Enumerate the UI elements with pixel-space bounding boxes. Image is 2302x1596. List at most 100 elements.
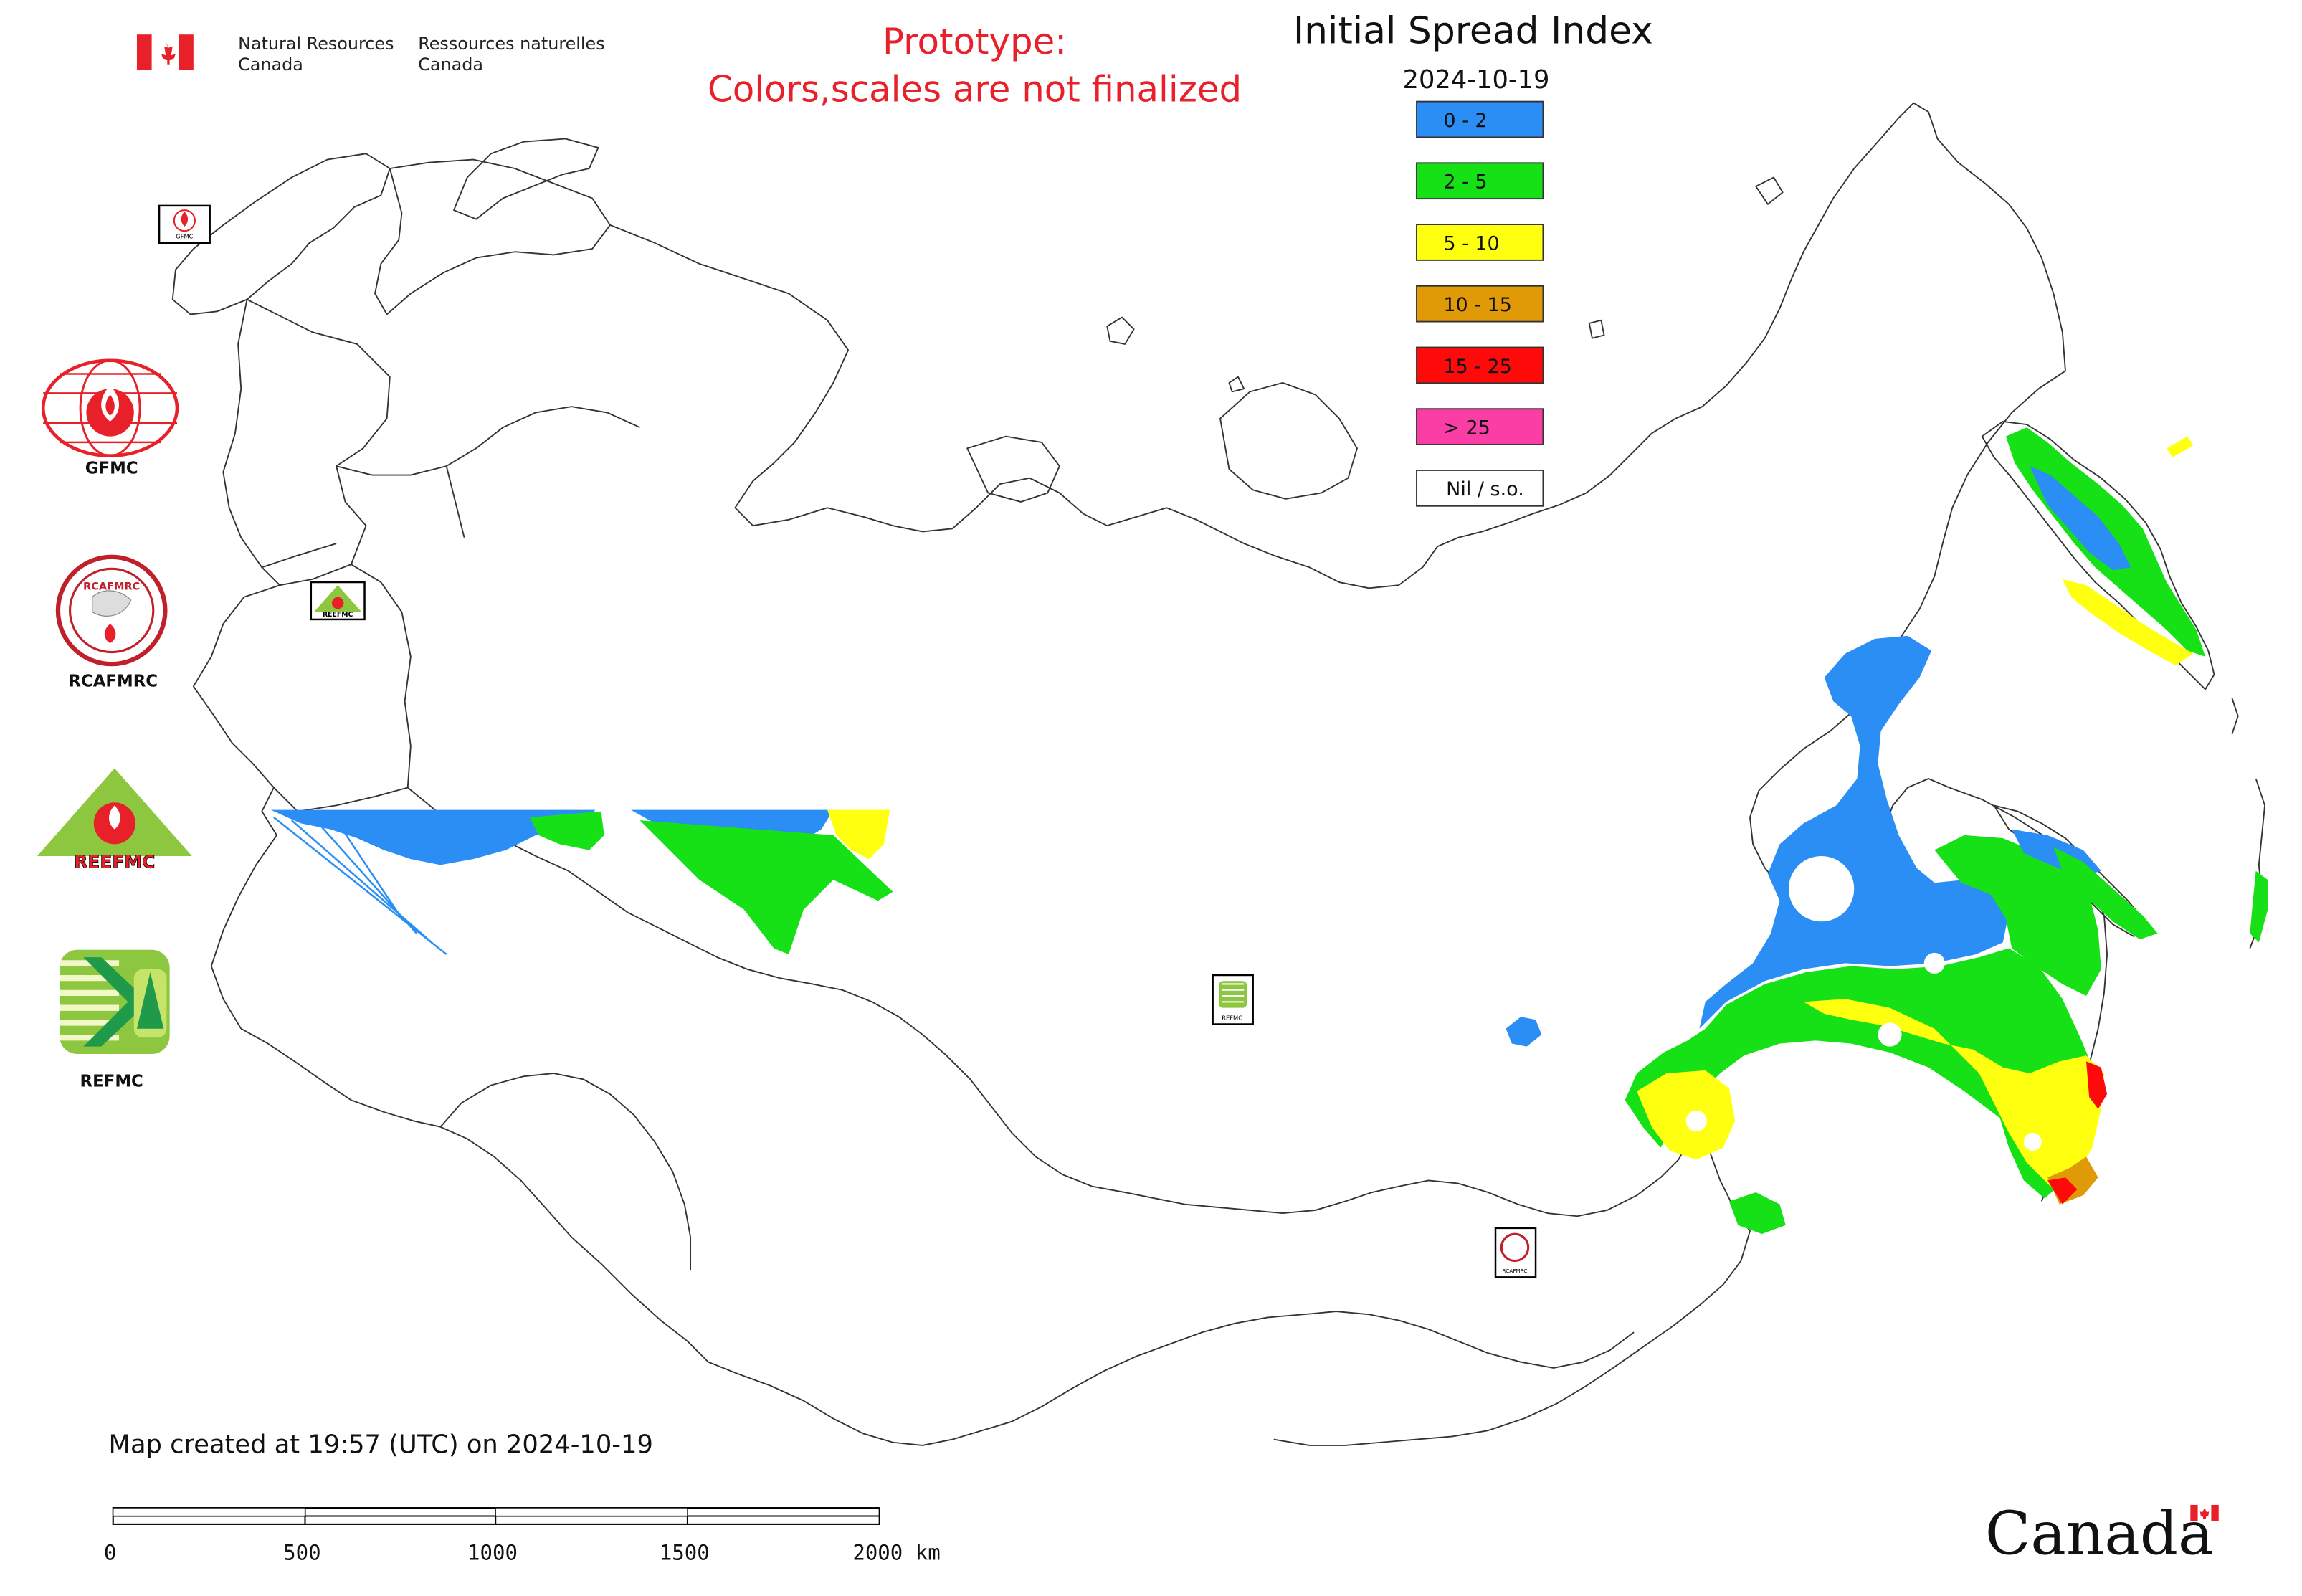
marker-refmc-tag: REFMC <box>1222 1014 1242 1021</box>
west-strip-blue <box>270 809 596 865</box>
prototype-notice-line2: Colors,scales are not finalized <box>708 69 1242 110</box>
marker-rcafmrc-tag: RCAFMRC <box>1503 1268 1528 1274</box>
legend-swatch <box>1416 224 1544 261</box>
taymyr-outline <box>1219 381 1358 500</box>
map-title: Initial Spread Index <box>1293 10 1653 53</box>
gfmc-logo: GFMC <box>41 358 179 478</box>
mongolia-south-outline <box>1012 1311 1635 1422</box>
scale-tick-1000: 1000 <box>467 1541 518 1565</box>
prototype-notice-line1: Prototype: <box>883 21 1067 62</box>
mid-strip-green <box>639 820 893 954</box>
china-north-outline <box>1273 1117 1751 1446</box>
legend-swatch <box>1416 346 1544 384</box>
legend-swatch <box>1416 162 1544 200</box>
scale-tick-2000: 2000 km <box>852 1541 940 1565</box>
nodata-spot <box>1923 952 1945 974</box>
sakhalin-green <box>2053 847 2158 940</box>
legend-label: > 25 <box>1443 417 1490 440</box>
baltic-outline <box>222 299 280 586</box>
ukraine-outline <box>273 564 412 812</box>
country-outlines <box>171 102 2266 1446</box>
map-marker-refmc: REFMC <box>1212 974 1254 1025</box>
wordmark-flag-icon <box>2190 1504 2219 1521</box>
nrcan-fr-line2: Canada <box>418 54 483 75</box>
legend-label: 0 - 2 <box>1443 110 1487 132</box>
arctic-islands <box>1106 176 1784 393</box>
canada-wordmark-text: Canada <box>1985 1498 2214 1568</box>
nrcan-en-line1: Natural Resources <box>238 34 394 54</box>
yakutia-blue <box>1699 635 2010 1029</box>
gfmc-label: GFMC <box>85 460 138 478</box>
legend: 0 - 2 2 - 5 5 - 10 10 - 15 15 - 25 > 25 Nil / … <box>1416 100 1544 507</box>
rcafmrc-logo: RCAFMRC RCAFMRC <box>55 554 168 690</box>
map-created-note: Map created at 19:57 (UTC) on 2024-10-19 <box>109 1430 653 1459</box>
legend-label: 10 - 15 <box>1443 294 1512 316</box>
refmc-sigma-icon <box>60 949 170 1055</box>
west-strip-green <box>529 811 604 850</box>
amur-green <box>1934 835 2101 997</box>
marker-gfmc-tag: GFMC <box>176 233 193 240</box>
map-date: 2024-10-19 <box>1403 65 1550 95</box>
nodata-spot <box>1788 855 1855 922</box>
nrcan-signature: Natural Resources Canada Ressources natu… <box>136 34 605 75</box>
west-strip-stripes <box>273 817 447 955</box>
legend-label: 15 - 25 <box>1443 356 1512 378</box>
legend-swatch <box>1416 470 1544 507</box>
western-russia-outline <box>192 298 391 1030</box>
mid-strip-yellow <box>827 809 890 860</box>
nodata-spot <box>2023 1133 2042 1151</box>
kuril-green <box>2250 870 2268 943</box>
yamal-outline <box>966 435 1060 503</box>
kamchatka-yellow <box>2062 579 2194 666</box>
lake-baikal-yellow <box>1637 1070 1736 1160</box>
nrcan-fr-line1: Ressources naturelles <box>418 34 604 54</box>
map-marker-reefmc: REEFMC <box>310 581 366 621</box>
reefmc-wordmark: REEFMC <box>74 852 155 873</box>
canada-flag-icon <box>136 34 194 71</box>
map-marker-gfmc: GFMC <box>158 204 211 244</box>
legend-swatch <box>1416 100 1544 138</box>
primorye-red <box>2047 1177 2078 1205</box>
refmc-label: REFMC <box>80 1073 143 1091</box>
gfmc-flame-globe-icon <box>41 358 179 457</box>
okhotsk-green-band <box>1625 948 2098 1199</box>
kamchatka-outline <box>1981 420 2215 690</box>
mongolia-outline <box>1154 1118 1698 1217</box>
legend-label: 2 - 5 <box>1443 171 1487 194</box>
nodata-spot <box>1685 1110 1707 1131</box>
reefmc-triangle-icon <box>37 768 192 856</box>
far-south-red <box>2086 1061 2108 1109</box>
north-islet-yellow <box>2167 436 2194 457</box>
legend-label: 5 - 10 <box>1443 232 1499 255</box>
marker-reefmc-tag: REEFMC <box>323 611 353 619</box>
novaya-zemlya-outline <box>453 138 599 220</box>
legend-swatch <box>1416 408 1544 445</box>
scale-tick-1500: 1500 <box>660 1541 710 1565</box>
refmc-logo: REFMC <box>60 949 170 1091</box>
central-asia-outline <box>439 1073 692 1270</box>
region-lines <box>262 406 640 569</box>
scale-tick-500: 500 <box>283 1541 320 1565</box>
rcafmrc-label: RCAFMRC <box>68 672 158 690</box>
reefmc-logo: REEFMC <box>37 768 192 873</box>
isi-overlays <box>270 427 2268 1235</box>
canada-wordmark: Canada <box>1985 1498 2219 1568</box>
rcafmrc-seal-text: RCAFMRC <box>83 581 140 592</box>
scale-tick-0: 0 <box>104 1541 117 1565</box>
legend-swatch <box>1416 285 1544 323</box>
kola-outline <box>374 158 611 315</box>
arctic-coast-outline <box>609 102 2066 589</box>
isolated-blue-patch <box>1506 1017 1542 1047</box>
scale-bar: 0 500 1000 1500 2000 km <box>104 1507 941 1565</box>
kazakh-north-outline <box>407 787 1155 1200</box>
legend-label: Nil / s.o. <box>1446 478 1524 500</box>
rcafmrc-seal-icon: RCAFMRC <box>55 554 168 667</box>
nrcan-en-line2: Canada <box>238 54 303 75</box>
kamchatka-blue <box>2030 466 2131 571</box>
map-marker-rcafmrc: RCAFMRC <box>1494 1227 1537 1278</box>
nodata-spot <box>1878 1022 1902 1047</box>
scandinavia-outline <box>171 153 391 315</box>
southern-border-outline <box>240 1027 1012 1446</box>
korea-green <box>1728 1192 1786 1235</box>
